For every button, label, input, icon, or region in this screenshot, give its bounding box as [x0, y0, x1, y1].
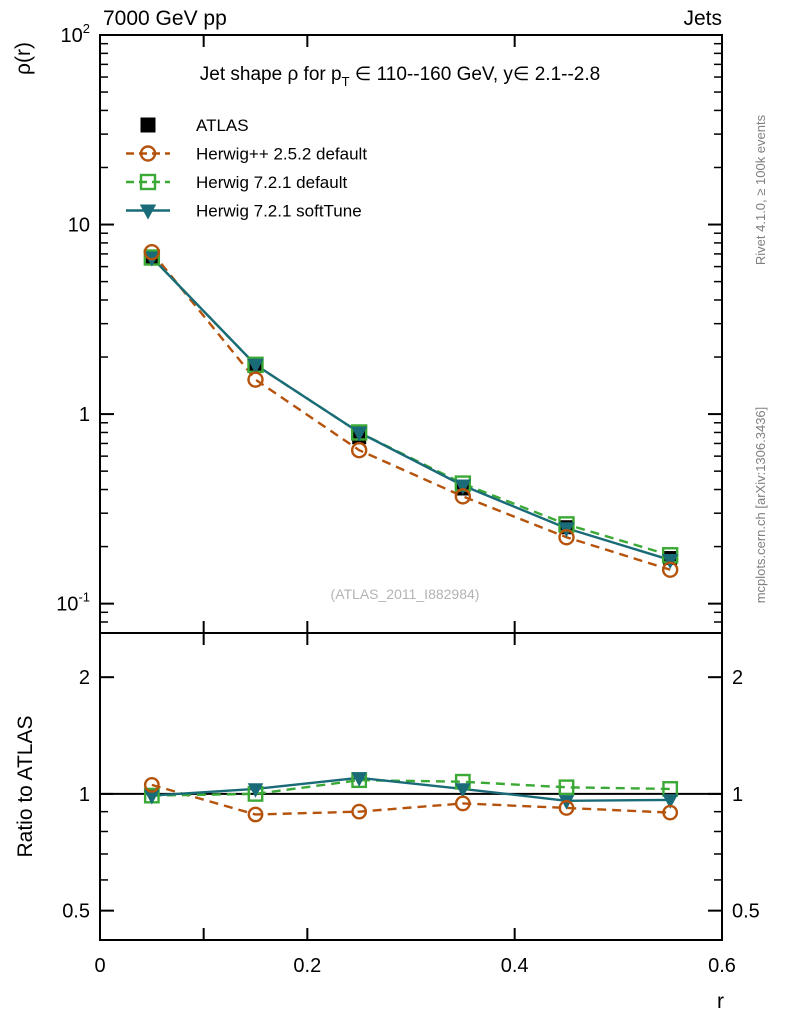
main-marker-herwig-2-5-2-default — [143, 243, 161, 261]
ratio-marker-herwig-2-5-2-default — [143, 776, 160, 793]
main-ytick-label: 1 — [79, 404, 90, 426]
ratio-ytick-label-left: 2 — [79, 667, 90, 689]
plot-title: Jet shape ρ for pT ∈ 110--160 GeV, y∈ 2.… — [200, 64, 600, 89]
legend-label: Herwig++ 2.5.2 default — [196, 145, 367, 164]
series-line — [151, 778, 671, 797]
ratio-marker-herwig-2-5-2-default — [351, 803, 368, 820]
legend-marker-herwig721 — [139, 173, 157, 191]
xtick-label: 0.2 — [293, 955, 321, 977]
ratio-ytick-label-left: 0.5 — [62, 901, 90, 923]
side-text-mcplots: mcplots.cern.ch [arXiv:1306.3436] — [753, 407, 768, 604]
header-beam-label: 7000 GeV pp — [103, 7, 227, 30]
main-marker-herwig-7-2-1-softtune — [247, 358, 264, 374]
ratio-marker-herwig-2-5-2-default — [558, 800, 575, 816]
legend-label: Herwig 7.2.1 softTune — [196, 202, 362, 221]
analysis-watermark: (ATLAS_2011_I882984) — [331, 586, 480, 602]
xtick-label: 0 — [94, 955, 105, 977]
main-marker-herwig-2-5-2-default — [661, 561, 679, 578]
main-marker-herwig-7-2-1-softtune — [454, 479, 471, 495]
main-ytick-label: 10-1 — [56, 590, 90, 616]
series-line — [151, 776, 671, 802]
side-text-rivet: Rivet 4.1.0, ≥ 100k events — [753, 114, 768, 265]
ratio-marker-herwig-7-2-1-softtune — [454, 783, 471, 798]
ratio-ytick-label-right: 1 — [732, 784, 743, 806]
series-line — [150, 251, 671, 571]
main-y-axis-label: ρ(r) — [12, 42, 35, 75]
series-line — [150, 256, 671, 557]
ratio-marker-herwig-2-5-2-default — [247, 806, 264, 823]
ratio-marker-herwig-7-2-1-softtune — [247, 783, 264, 798]
main-ytick-label: 10 — [68, 215, 90, 237]
main-marker-herwig-2-5-2-default — [350, 441, 368, 459]
xtick-label: 0.4 — [501, 955, 529, 977]
header-category-label: Jets — [683, 7, 722, 30]
ratio-ytick-label-right: 2 — [732, 667, 743, 689]
ratio-ytick-label-left: 1 — [79, 784, 90, 806]
legend-label: ATLAS — [196, 116, 249, 135]
ratio-ytick-label-right: 0.5 — [732, 901, 760, 923]
ratio-marker-herwig-2-5-2-default — [454, 795, 471, 812]
main-ytick-label: 102 — [61, 21, 90, 47]
main-marker-herwig-2-5-2-default — [558, 529, 575, 546]
ratio-marker-herwig-7-2-1-softtune — [351, 772, 368, 787]
ratio-panel-frame — [99, 632, 723, 941]
series-line — [150, 256, 671, 562]
main-marker-herwig-7-2-1-softtune — [662, 553, 679, 570]
legend-marker-atlas — [140, 117, 156, 133]
main-marker-herwig-7-2-1-softtune — [351, 426, 368, 442]
x-axis-label: r — [717, 990, 724, 1013]
main-panel-frame — [99, 34, 723, 634]
ratio-marker-herwig-2-5-2-default — [662, 804, 679, 821]
legend-marker-herwig721soft — [139, 204, 157, 220]
legend-label: Herwig 7.2.1 default — [196, 173, 347, 192]
ratio-marker-herwig-7-2-1-default — [558, 779, 575, 796]
ratio-marker-herwig-7-2-1-softtune — [662, 794, 679, 809]
series-line — [151, 783, 671, 816]
main-marker-herwig-2-5-2-default — [247, 371, 264, 388]
legend-marker-herwigpp — [139, 145, 157, 162]
xtick-label: 0.6 — [708, 955, 736, 977]
ratio-y-axis-label: Ratio to ATLAS — [14, 715, 37, 857]
main-marker-herwig-2-5-2-default — [454, 488, 472, 505]
